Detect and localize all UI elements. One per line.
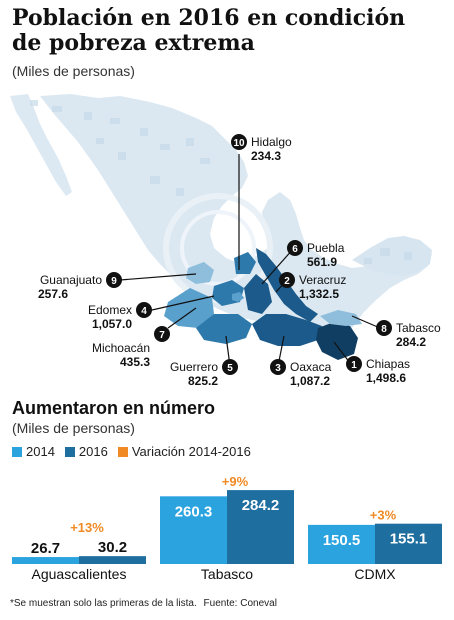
state-label-8: 8 Tabasco 284.2 <box>376 320 441 349</box>
legend-label-variation: Variación 2014-2016 <box>131 444 251 459</box>
footnote: *Se muestran solo las primeras de la lis… <box>10 598 277 609</box>
state-guanajuato <box>186 262 214 284</box>
rank-6: 6 <box>292 244 298 255</box>
bar-2016-1 <box>227 490 294 564</box>
mainland-north <box>40 94 432 340</box>
label-edomex: Edomex <box>88 303 132 317</box>
legend-swatch-2016 <box>64 446 75 457</box>
bar-value-2016-2: 155.1 <box>390 531 428 548</box>
section-subtitle: (Miles de personas) <box>12 420 135 436</box>
legend-label-2016: 2016 <box>78 444 108 459</box>
state-label-2: 2 Veracruz 1,332.5 <box>279 272 346 301</box>
category-label-1: Tabasco <box>201 566 253 582</box>
variation-label-2: +3% <box>370 508 397 523</box>
state-michoacan <box>164 288 214 328</box>
value-guerrero: 825.2 <box>188 374 218 388</box>
value-edomex: 1,057.0 <box>92 317 132 331</box>
source-text: Fuente: Coneval <box>203 598 277 609</box>
section-title: Aumentaron en número <box>12 398 216 418</box>
state-label-9: 9 Guanajuato 257.6 <box>38 272 122 301</box>
state-label-4: 4 Edomex 1,057.0 <box>88 302 152 331</box>
variation-label-1: +9% <box>222 474 249 489</box>
label-guerrero: Guerrero <box>170 360 218 374</box>
bar-2014-1 <box>160 496 227 564</box>
rank-7: 7 <box>159 330 165 341</box>
baja-california <box>10 94 72 196</box>
chart-title: Población en 2016 en condición de pobrez… <box>12 5 406 56</box>
rank-8: 8 <box>381 324 387 335</box>
legend-swatch-variation <box>117 446 128 457</box>
bar-2014-2 <box>308 524 375 564</box>
rank-4: 4 <box>141 306 147 317</box>
bar-2014-0 <box>12 557 79 564</box>
legend-item-2014: 2014 <box>12 444 55 459</box>
variation-label-0: +13% <box>70 520 104 535</box>
legend-item-variation: Variación 2014-2016 <box>117 444 251 459</box>
category-label-2: CDMX <box>354 566 396 582</box>
state-chiapas <box>316 322 358 360</box>
label-tabasco: Tabasco <box>396 321 441 335</box>
map-base <box>10 94 432 340</box>
value-guanajuato: 257.6 <box>38 287 68 301</box>
state-label-1: 1 Chiapas 1,498.6 <box>346 356 410 385</box>
bar-chart: 26.7 30.2 +13% Aguascalientes 260.3 284.2 +9% T… <box>12 474 442 582</box>
chart-subtitle: (Miles de personas) <box>12 63 135 79</box>
rank-3: 3 <box>275 363 281 374</box>
highlighted-states <box>164 248 362 360</box>
value-puebla: 561.9 <box>307 255 337 269</box>
mexico-map: 10 Hidalgo 234.3 6 Puebla 561.9 2 Veracr… <box>10 94 441 388</box>
value-veracruz: 1,332.5 <box>299 287 339 301</box>
legend: 2014 2016 Variación 2014-2016 <box>12 444 261 459</box>
label-veracruz: Veracruz <box>299 273 346 287</box>
label-hidalgo: Hidalgo <box>251 135 292 149</box>
legend-swatch-2014 <box>12 446 22 457</box>
state-label-7: 7 Michoacán 435.3 <box>92 326 170 369</box>
bar-value-2016-0: 30.2 <box>98 539 127 556</box>
rank-2: 2 <box>284 276 290 287</box>
bar-value-2014-0: 26.7 <box>31 540 60 557</box>
state-label-10: 10 Hidalgo 234.3 <box>231 134 292 163</box>
bar-value-2016-1: 284.2 <box>242 497 280 514</box>
label-puebla: Puebla <box>307 241 345 255</box>
yucatan <box>352 236 432 276</box>
value-tabasco: 284.2 <box>396 335 426 349</box>
category-label-0: Aguascalientes <box>32 566 127 582</box>
state-oaxaca <box>252 314 322 346</box>
bar-value-2014-1: 260.3 <box>175 503 213 520</box>
value-chiapas: 1,498.6 <box>366 371 406 385</box>
state-label-5: 5 Guerrero 825.2 <box>170 359 238 388</box>
label-oaxaca: Oaxaca <box>290 360 332 374</box>
state-puebla <box>244 274 272 314</box>
state-tabasco <box>320 310 362 326</box>
label-chiapas: Chiapas <box>366 357 410 371</box>
value-oaxaca: 1,087.2 <box>290 374 330 388</box>
state-label-3: 3 Oaxaca 1,087.2 <box>270 359 332 388</box>
rank-1: 1 <box>351 360 357 371</box>
bar-2016-2 <box>375 523 442 564</box>
legend-item-2016: 2016 <box>64 444 108 459</box>
footnote-text: *Se muestran solo las primeras de la lis… <box>10 598 197 609</box>
bar-2016-0 <box>79 556 146 564</box>
state-label-6: 6 Puebla 561.9 <box>287 240 345 269</box>
rank-10: 10 <box>233 138 245 149</box>
value-hidalgo: 234.3 <box>251 149 281 163</box>
value-michoacan: 435.3 <box>120 355 150 369</box>
state-cdmx-area <box>232 292 244 302</box>
label-guanajuato: Guanajuato <box>40 273 102 287</box>
label-michoacan: Michoacán <box>92 341 150 355</box>
rank-5: 5 <box>227 363 233 374</box>
legend-label-2014: 2014 <box>26 444 55 459</box>
rank-9: 9 <box>111 276 117 287</box>
bar-value-2014-2: 150.5 <box>323 532 361 549</box>
state-guerrero <box>196 314 252 344</box>
